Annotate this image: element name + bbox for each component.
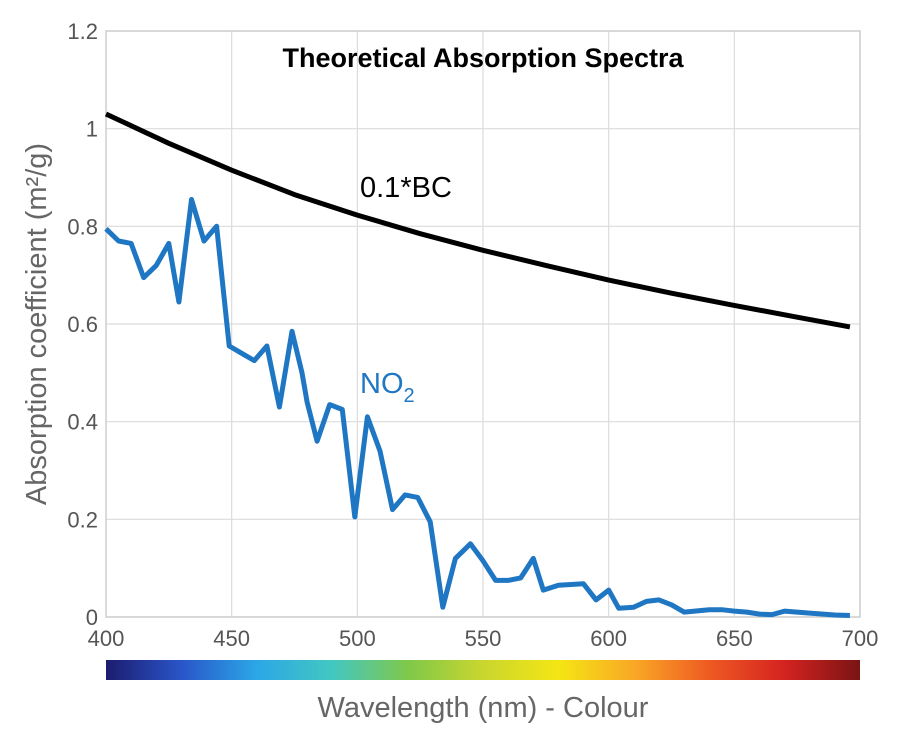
x-tick-label-500: 500	[339, 626, 376, 651]
y-axis-label: Absorption coefficient (m²/g)	[21, 143, 53, 505]
series-label-bc: 0.1*BC	[360, 172, 452, 204]
plot-frame	[105, 30, 861, 618]
series-label-no2-subscript: 2	[404, 385, 415, 407]
series-label-no2-text: NO	[360, 368, 404, 400]
x-tick-label-550: 550	[465, 626, 502, 651]
x-tick-label-450: 450	[213, 626, 250, 651]
x-tick-label-600: 600	[590, 626, 627, 651]
tick-labels: 400 450 500 550 600 650 700 0 0.2 0.4 0.6 0.8 1 1.2	[67, 19, 878, 651]
x-axis-label: Wavelength (nm) - Colour	[318, 692, 649, 724]
y-tick-label-0.2: 0.2	[67, 507, 98, 532]
grid	[105, 30, 861, 618]
y-tick-label-0.4: 0.4	[67, 410, 98, 435]
y-tick-label-1: 1	[86, 117, 98, 142]
chart-title: Theoretical Absorption Spectra	[282, 43, 684, 73]
series-line-0-1-bc	[104, 111, 851, 330]
series-label-no2: NO2	[360, 368, 415, 407]
y-tick-label-1.2: 1.2	[67, 19, 98, 44]
x-tick-label-650: 650	[716, 626, 753, 651]
series-layer	[104, 111, 851, 618]
wavelength-colorbar	[106, 660, 860, 680]
y-tick-label-0.6: 0.6	[67, 312, 98, 337]
y-tick-label-0.8: 0.8	[67, 214, 98, 239]
y-tick-label-0: 0	[86, 605, 98, 630]
x-tick-label-700: 700	[842, 626, 879, 651]
x-tick-label-400: 400	[88, 626, 125, 651]
series-line-no2	[104, 197, 850, 618]
